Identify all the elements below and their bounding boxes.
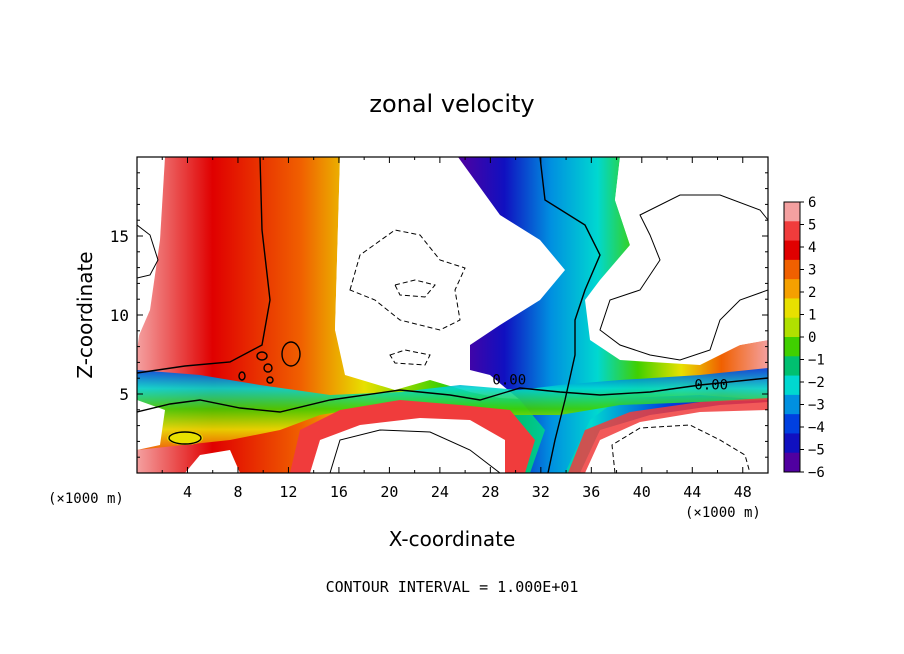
x-tick-label: 48 <box>734 483 752 501</box>
colorbar-swatch <box>784 279 800 299</box>
colorbar-swatch <box>784 221 800 242</box>
colorbar-tick-label: −3 <box>808 398 825 414</box>
colorbar-tick-label: 0 <box>808 330 816 346</box>
contour-interval-label: CONTOUR INTERVAL = 1.000E+01 <box>326 578 579 596</box>
contour-lines <box>137 157 768 473</box>
colorbar-tick-label: 3 <box>808 263 816 279</box>
colorbar-swatch <box>784 356 800 377</box>
x-axis: 4 8 12 16 20 24 28 32 36 40 44 48 <box>161 157 752 501</box>
colorbar-tick-label: −2 <box>808 375 825 391</box>
x-tick-label: 40 <box>633 483 651 501</box>
x-unit-label-left: (×1000 m) <box>48 491 124 507</box>
x-axis-title: X-coordinate <box>389 527 516 551</box>
x-tick-label: 4 <box>183 483 192 501</box>
heatmap-field <box>137 157 768 473</box>
colorbar-swatch <box>784 240 800 261</box>
y-axis: 5 10 15 <box>110 172 768 458</box>
x-tick-label: 36 <box>582 483 600 501</box>
colorbar-swatch <box>784 394 800 415</box>
y-tick-label: 15 <box>110 227 129 246</box>
x-tick-label: 12 <box>279 483 297 501</box>
contour-label: 0.00 <box>694 377 728 393</box>
chart-title: zonal velocity <box>369 90 534 118</box>
colorbar-tick-label: 1 <box>808 308 816 324</box>
x-tick-label: 20 <box>380 483 398 501</box>
x-unit-label-right: (×1000 m) <box>685 505 761 521</box>
contour-label: 0.00 <box>492 373 526 389</box>
x-tick-label: 8 <box>233 483 242 501</box>
colorbar-tick-label: 5 <box>808 218 816 234</box>
x-tick-label: 44 <box>683 483 701 501</box>
contour-label-layer: 0.00 0.00 <box>492 373 728 394</box>
colorbar-tick-label: 6 <box>808 195 816 211</box>
x-tick-label: 32 <box>532 483 550 501</box>
colorbar-swatch <box>784 337 800 357</box>
colorbar-swatch <box>784 452 800 473</box>
colorbar-tick-label: 2 <box>808 285 816 301</box>
colorbar-tick-label: −6 <box>808 465 825 481</box>
x-tick-label: 28 <box>481 483 499 501</box>
colorbar-tick-label: −5 <box>808 443 825 459</box>
colorbar-swatch <box>784 298 800 319</box>
colorbar: 6 5 4 3 2 1 0 −1 −2 −3 −4 −5 −6 <box>783 195 825 481</box>
colorbar-swatch <box>784 202 800 222</box>
x-tick-label: 24 <box>431 483 449 501</box>
y-tick-label: 10 <box>110 306 129 325</box>
colorbar-tick-label: 4 <box>808 240 816 256</box>
x-tick-label: 16 <box>330 483 348 501</box>
colorbar-swatch <box>784 317 800 338</box>
colorbar-tick-label: −4 <box>808 420 825 436</box>
colorbar-swatch <box>784 259 800 280</box>
colorbar-swatch <box>784 375 800 396</box>
colorbar-swatch <box>784 433 800 454</box>
y-tick-label: 5 <box>119 385 129 404</box>
colorbar-swatch <box>784 414 800 434</box>
colorbar-tick-label: −1 <box>808 353 825 369</box>
y-axis-title: Z-coordinate <box>73 251 97 378</box>
